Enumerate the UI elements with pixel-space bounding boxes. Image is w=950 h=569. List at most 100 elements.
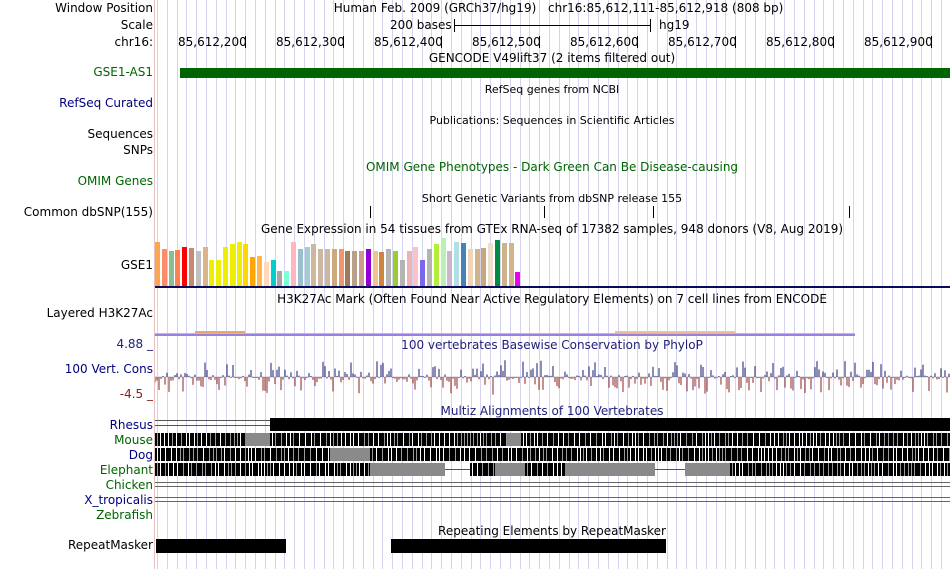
gtex-tissue-bar[interactable] <box>379 252 385 286</box>
species-chicken[interactable]: Chicken <box>105 478 153 492</box>
alignment-mismatch <box>368 433 369 446</box>
alignment-mismatch <box>711 433 712 446</box>
alignment-mismatch <box>566 448 567 461</box>
gtex-tissue-bar[interactable] <box>488 243 494 286</box>
gtex-tissue-bar[interactable] <box>345 251 351 286</box>
alignment-mismatch <box>526 433 527 446</box>
gtex-tissue-bar[interactable] <box>440 238 446 286</box>
gtex-tissue-bar[interactable] <box>161 249 167 286</box>
alignment-mismatch <box>469 448 470 461</box>
gtex-tissue-bar[interactable] <box>270 260 276 286</box>
gtex-tissue-bar[interactable] <box>195 251 201 286</box>
gtex-tissue-bar[interactable] <box>304 247 310 286</box>
gtex-tissue-bar[interactable] <box>386 249 392 286</box>
h3k27ac-signal[interactable] <box>155 326 950 336</box>
gtex-bar-chart[interactable] <box>155 238 535 286</box>
gtex-tissue-bar[interactable] <box>325 249 330 286</box>
gtex-tissue-bar[interactable] <box>202 247 208 286</box>
species-rhesus[interactable]: Rhesus <box>109 418 153 432</box>
gtex-tissue-bar[interactable] <box>454 242 460 286</box>
track-label-repeatmasker[interactable]: RepeatMasker <box>67 538 153 552</box>
gtex-tissue-bar[interactable] <box>277 271 283 286</box>
snp-mark[interactable] <box>653 206 654 218</box>
gtex-tissue-bar[interactable] <box>236 242 242 286</box>
gtex-tissue-bar[interactable] <box>155 242 160 286</box>
gtex-tissue-bar[interactable] <box>263 262 269 286</box>
alignment-mismatch <box>577 448 578 461</box>
gtex-tissue-bar[interactable] <box>508 243 514 286</box>
gtex-tissue-bar[interactable] <box>291 242 296 286</box>
gtex-tissue-bar[interactable] <box>413 247 419 286</box>
gtex-tissue-bar[interactable] <box>420 260 426 286</box>
alignment-mismatch <box>273 463 274 476</box>
track-label-sequences[interactable]: Sequences <box>87 127 153 141</box>
gtex-tissue-bar[interactable] <box>297 249 303 286</box>
gtex-tissue-bar[interactable] <box>501 243 507 286</box>
track-label-conservation[interactable]: 100 Vert. Cons <box>64 362 153 376</box>
gtex-tissue-bar[interactable] <box>474 249 480 286</box>
gtex-tissue-bar[interactable] <box>229 244 235 286</box>
browser-image[interactable]: Human Feb. 2009 (GRCh37/hg19) chr16:85,6… <box>155 0 950 569</box>
gtex-tissue-bar[interactable] <box>481 248 487 286</box>
conservation-wiggle[interactable] <box>155 355 950 395</box>
gtex-tissue-bar[interactable] <box>495 240 500 286</box>
gtex-tissue-bar[interactable] <box>250 257 256 286</box>
gtex-tissue-bar[interactable] <box>284 271 290 286</box>
species-zebrafish[interactable]: Zebrafish <box>96 508 153 522</box>
gtex-tissue-bar[interactable] <box>447 251 453 286</box>
alignment-mismatch <box>719 448 720 461</box>
species-dog[interactable]: Dog <box>128 448 153 462</box>
gencode-gene-bar[interactable] <box>180 68 950 78</box>
gtex-tissue-bar[interactable] <box>399 260 405 286</box>
track-label-refseq[interactable]: RefSeq Curated <box>59 96 153 110</box>
alignment-mismatch <box>855 448 856 461</box>
gtex-tissue-bar[interactable] <box>243 244 249 286</box>
alignment-mismatch <box>225 433 226 446</box>
alignment-mismatch <box>790 463 791 476</box>
gtex-tissue-bar[interactable] <box>257 256 262 286</box>
gtex-tissue-bar[interactable] <box>216 260 222 286</box>
gtex-tissue-bar[interactable] <box>406 251 412 286</box>
snp-mark[interactable] <box>544 206 545 218</box>
species-mouse[interactable]: Mouse <box>114 433 153 447</box>
track-label-gencode[interactable]: GSE1-AS1 <box>93 65 153 79</box>
gtex-tissue-bar[interactable] <box>223 247 228 286</box>
gtex-tissue-bar[interactable] <box>359 251 364 286</box>
species-x-tropicalis[interactable]: X_tropicalis <box>84 493 153 507</box>
gtex-tissue-bar[interactable] <box>331 249 337 286</box>
gtex-tissue-bar[interactable] <box>427 249 432 286</box>
repeat-element[interactable] <box>391 539 666 553</box>
gtex-tissue-bar[interactable] <box>461 243 466 286</box>
alignment-mismatch <box>814 463 815 476</box>
gtex-tissue-bar[interactable] <box>182 247 188 286</box>
track-label-snps[interactable]: SNPs <box>123 143 153 157</box>
gtex-tissue-bar[interactable] <box>338 249 344 286</box>
gtex-tissue-bar[interactable] <box>372 251 378 286</box>
track-label-gtex[interactable]: GSE1 <box>120 258 153 272</box>
repeat-element[interactable] <box>156 539 286 553</box>
track-label-omim[interactable]: OMIM Genes <box>77 174 153 188</box>
gtex-tissue-bar[interactable] <box>515 272 521 286</box>
gtex-tissue-bar[interactable] <box>365 249 371 286</box>
alignment-mismatch <box>186 433 187 446</box>
track-label-dbsnp[interactable]: Common dbSNP(155) <box>23 205 153 219</box>
snp-mark[interactable] <box>849 206 850 218</box>
gtex-tissue-bar[interactable] <box>352 251 358 286</box>
alignment-mismatch <box>230 433 231 446</box>
gtex-tissue-bar[interactable] <box>433 244 439 286</box>
gtex-tissue-bar[interactable] <box>318 249 324 286</box>
alignment-mismatch <box>340 463 341 476</box>
species-elephant[interactable]: Elephant <box>99 463 153 477</box>
alignment-mismatch <box>819 463 820 476</box>
window-position-label: Window Position <box>55 1 153 15</box>
gtex-tissue-bar[interactable] <box>393 251 398 286</box>
gtex-tissue-bar[interactable] <box>175 250 181 286</box>
gtex-tissue-bar[interactable] <box>467 249 473 286</box>
track-label-h3k27ac[interactable]: Layered H3K27Ac <box>46 306 153 320</box>
alignment-mismatch <box>164 433 165 446</box>
gtex-tissue-bar[interactable] <box>209 260 215 286</box>
gtex-tissue-bar[interactable] <box>311 244 317 286</box>
gtex-tissue-bar[interactable] <box>189 248 194 286</box>
snp-mark[interactable] <box>370 206 371 218</box>
gtex-tissue-bar[interactable] <box>168 251 174 286</box>
